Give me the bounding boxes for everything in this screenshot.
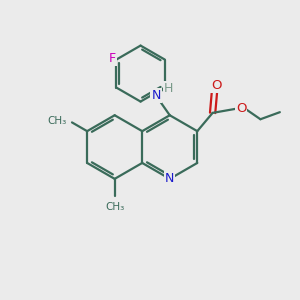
Text: CH₃: CH₃ <box>105 202 124 212</box>
Text: CH₃: CH₃ <box>47 116 67 126</box>
Text: N: N <box>165 172 174 185</box>
Text: N: N <box>152 89 161 102</box>
Text: O: O <box>211 79 221 92</box>
Text: O: O <box>236 102 246 115</box>
Text: F: F <box>109 52 116 64</box>
Text: H: H <box>164 82 173 95</box>
